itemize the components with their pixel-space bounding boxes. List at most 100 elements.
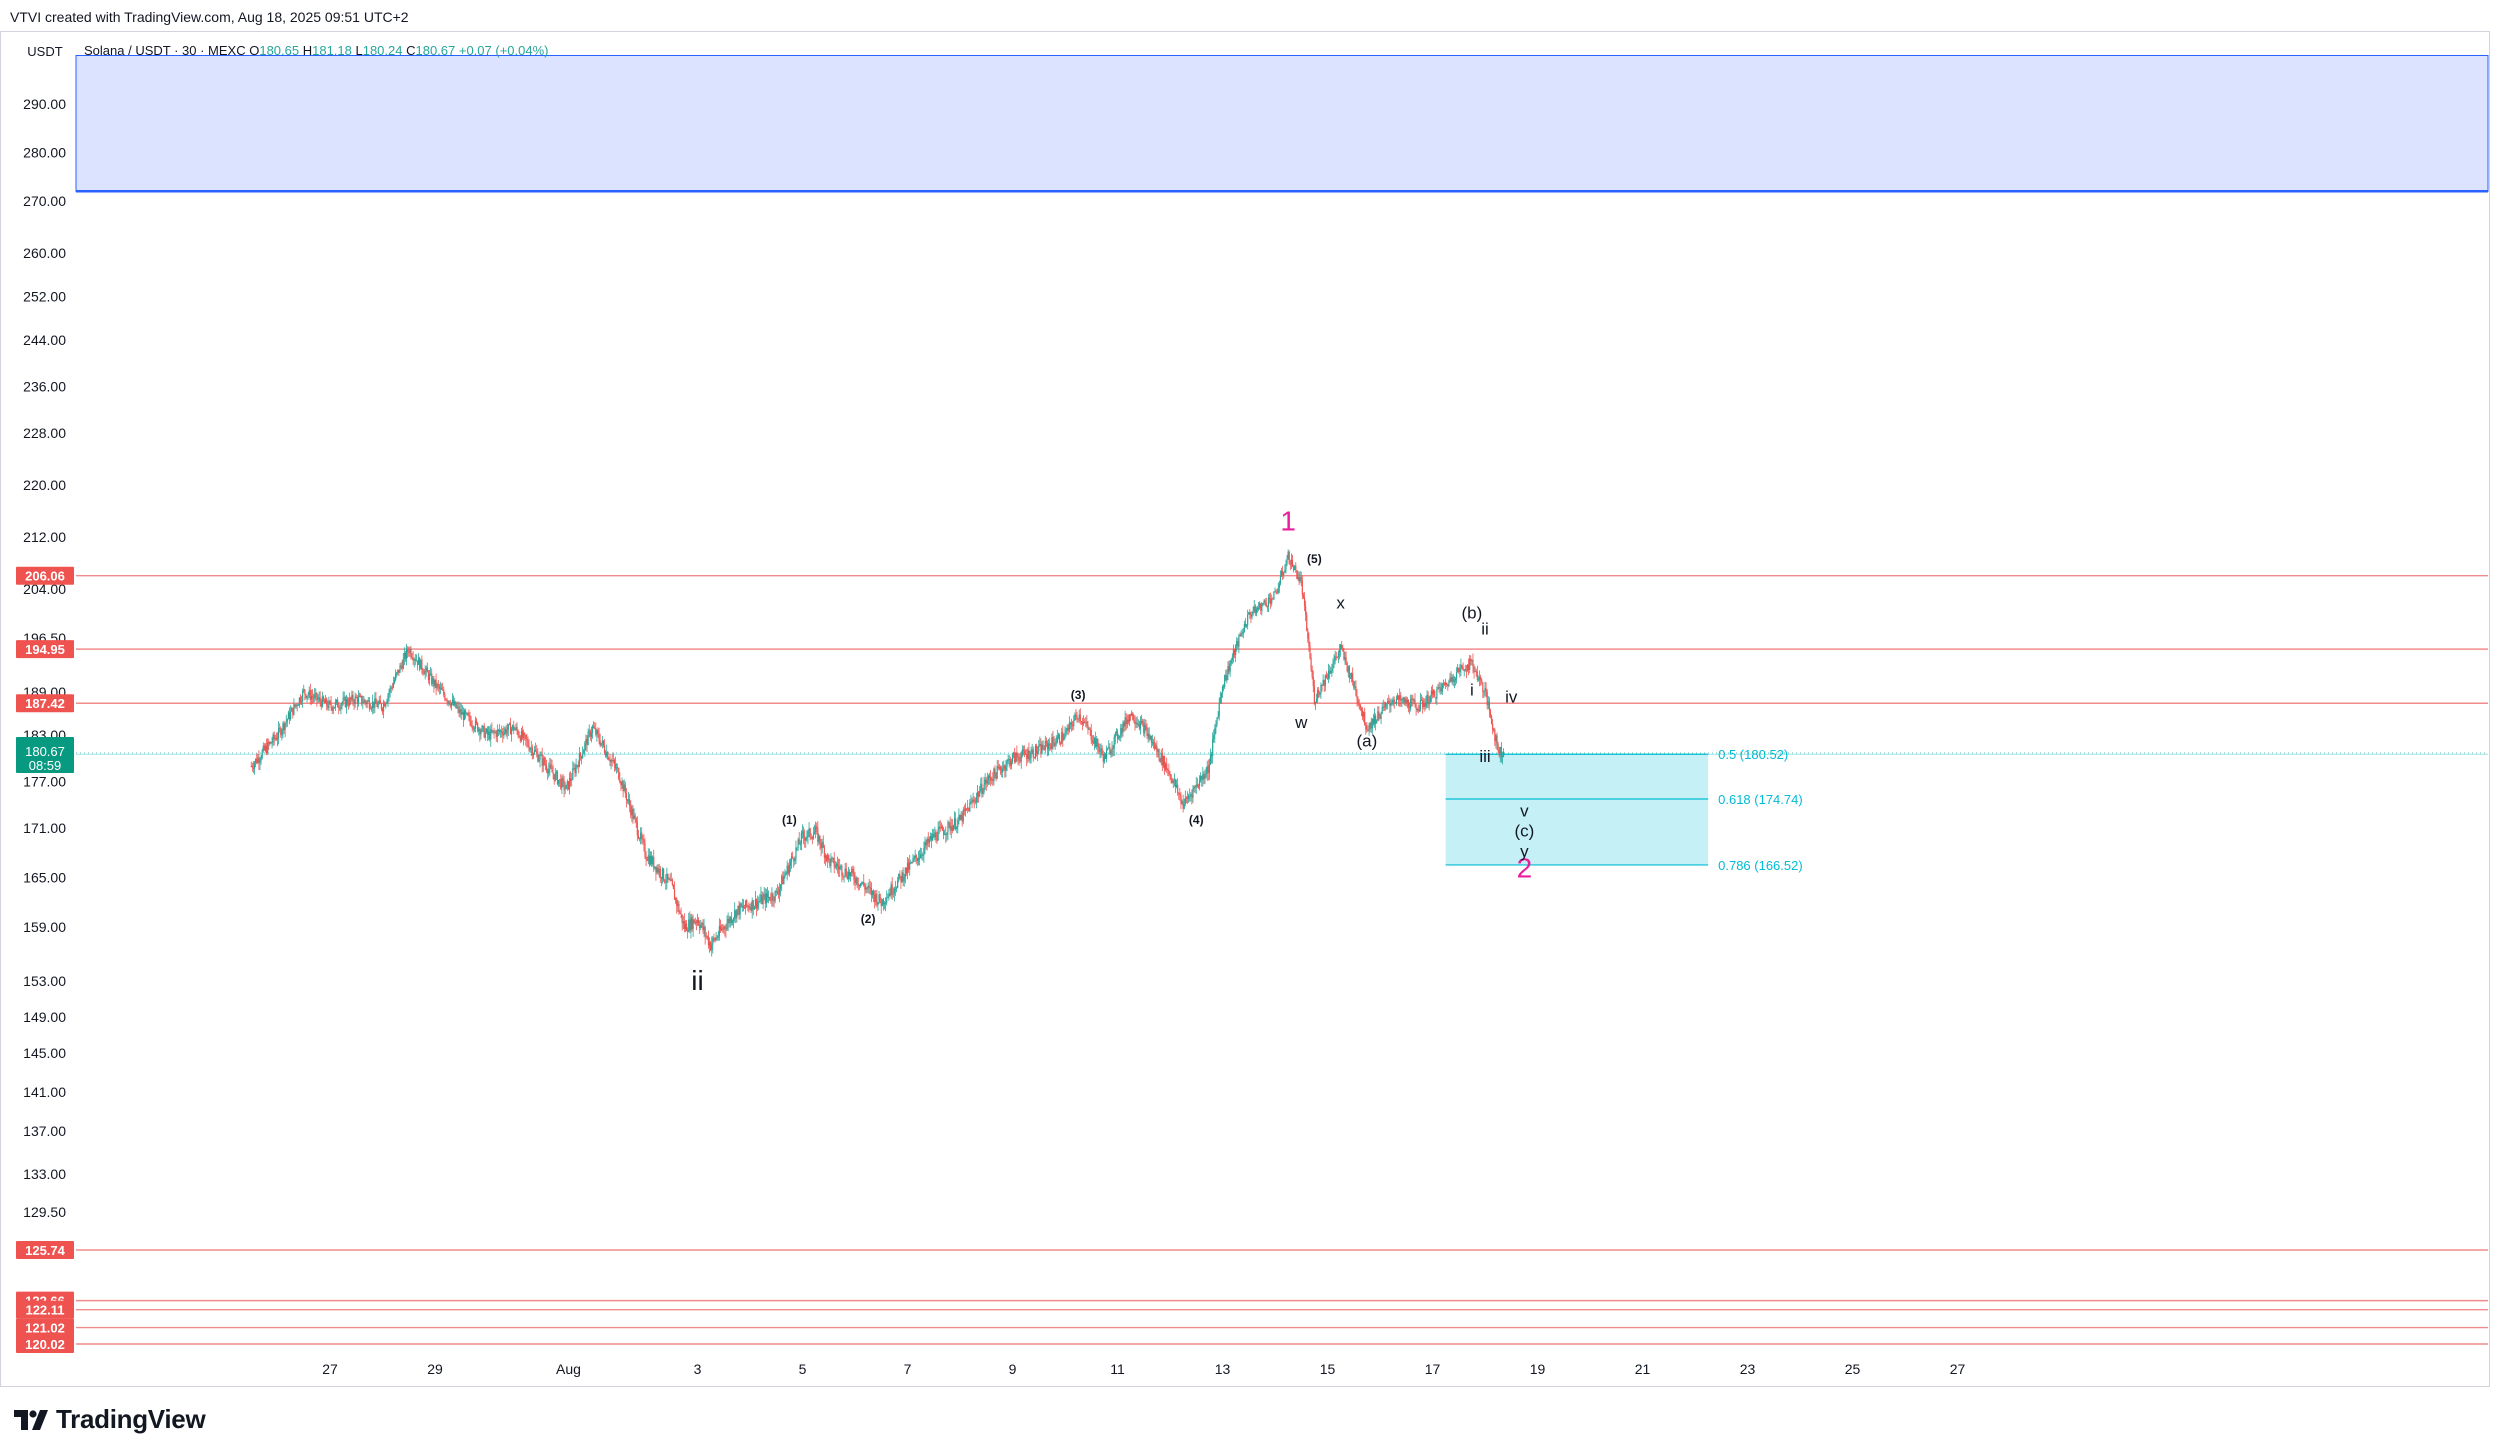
- candle-body: [349, 697, 351, 706]
- candle-body: [305, 694, 307, 698]
- candle-body: [507, 724, 509, 730]
- candle-body: [1314, 701, 1317, 704]
- candle-body: [303, 689, 305, 691]
- candle-body: [462, 711, 465, 720]
- wave-label: x: [1336, 594, 1345, 613]
- candle-body: [1487, 701, 1489, 706]
- candle-body: [452, 699, 455, 706]
- level-price-tag: [16, 1318, 74, 1337]
- candle-body: [543, 758, 545, 764]
- candle-body: [364, 699, 366, 702]
- candle-body: [955, 818, 957, 829]
- candle-body: [455, 701, 457, 708]
- candle-body: [1215, 723, 1217, 729]
- candle-body: [539, 755, 541, 760]
- candle-body: [833, 858, 835, 868]
- candle-body: [627, 799, 630, 801]
- candle-body: [921, 854, 923, 856]
- candle-body: [816, 826, 818, 829]
- candle-body: [566, 781, 568, 785]
- candle-body: [807, 830, 809, 837]
- candle-body: [268, 741, 270, 745]
- candle-body: [513, 725, 515, 731]
- candle-body: [859, 883, 862, 887]
- candle-body: [460, 709, 462, 715]
- candle-body: [691, 917, 693, 929]
- candle-body: [391, 687, 393, 689]
- legend-layer: Solana / USDT · 30 · MEXC O180.65 H181.1…: [84, 43, 548, 58]
- candle-body: [729, 917, 731, 924]
- wave-label: (b): [1461, 603, 1482, 622]
- candle-body: [1310, 657, 1312, 670]
- x-axis-tick-label: 19: [1530, 1361, 1546, 1377]
- candle-body: [708, 942, 711, 946]
- candle-body: [633, 815, 635, 819]
- candle-body: [449, 703, 451, 707]
- candle-body: [936, 839, 938, 841]
- candle-body: [914, 855, 916, 859]
- candle-body: [1078, 714, 1080, 719]
- candle-body: [1451, 676, 1453, 682]
- candle-body: [788, 865, 790, 874]
- candle-body: [466, 713, 468, 715]
- candle-body: [1143, 723, 1145, 734]
- fib-retracement-zone[interactable]: [1445, 754, 1709, 865]
- candle-body: [475, 720, 478, 723]
- candle-body: [471, 726, 473, 728]
- candle-body: [655, 866, 657, 873]
- legend-item: 180.67: [415, 43, 458, 58]
- candle-body: [1173, 779, 1175, 781]
- candle-body: [1279, 576, 1282, 584]
- candle-body: [851, 868, 853, 873]
- candle-body: [1081, 721, 1084, 724]
- candle-body: [882, 899, 885, 905]
- candle-body: [304, 689, 306, 695]
- fib-level-label: 0.786 (166.52): [1718, 858, 1803, 873]
- candle-body: [860, 883, 863, 885]
- candle-body: [1058, 734, 1061, 743]
- candle-body: [500, 730, 502, 732]
- level-price-tag: [16, 566, 74, 585]
- candle-body: [1231, 657, 1233, 661]
- candle-body: [761, 894, 763, 905]
- y-axis-tick-label: 137.00: [23, 1123, 66, 1139]
- x-axis-tick-label: 27: [1950, 1361, 1966, 1377]
- tradingview-logo[interactable]: TradingView: [14, 1404, 206, 1435]
- candle-body: [1329, 670, 1331, 674]
- candle-body: [510, 728, 513, 735]
- candle-body: [1097, 738, 1099, 747]
- candle-body: [634, 815, 636, 819]
- candle-body: [1385, 703, 1388, 705]
- candle-body: [1240, 633, 1242, 637]
- candle-body: [260, 758, 262, 761]
- candle-body: [1228, 666, 1230, 672]
- candle-body: [412, 657, 414, 661]
- candle-body: [1402, 697, 1404, 700]
- candle-body: [845, 868, 847, 876]
- candle-body: [1324, 675, 1326, 686]
- candle-body: [923, 847, 925, 855]
- candle-body: [588, 730, 590, 732]
- candle-body: [1167, 769, 1169, 771]
- candle-body: [1025, 754, 1027, 756]
- candle-body: [702, 922, 704, 931]
- candle-body: [551, 767, 553, 773]
- candle-body: [1454, 678, 1457, 681]
- candle-body: [390, 687, 392, 689]
- candle-body: [579, 753, 582, 757]
- candle-body: [1116, 731, 1119, 739]
- candle-body: [300, 701, 303, 703]
- candle-body: [785, 872, 787, 875]
- candle-body: [1008, 759, 1010, 761]
- candle-body: [904, 867, 906, 878]
- candle-body: [1114, 733, 1116, 738]
- candle-body: [968, 807, 970, 812]
- candle-body: [424, 670, 426, 675]
- supply-zone-box[interactable]: [75, 55, 2489, 192]
- candle-body: [389, 687, 391, 693]
- candle-body: [1229, 663, 1231, 672]
- candle-body: [890, 884, 892, 896]
- candle-body: [1244, 623, 1247, 627]
